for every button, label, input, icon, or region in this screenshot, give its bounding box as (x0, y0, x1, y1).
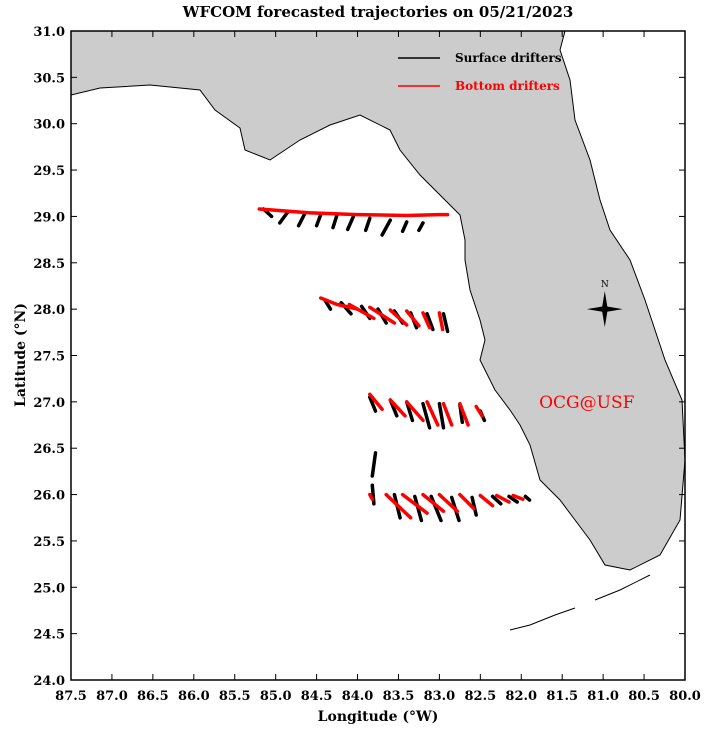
surface-drifter-track (523, 494, 532, 502)
bottom-drifter-track (437, 492, 460, 514)
y-axis-label: Latitude (°N) (13, 303, 29, 407)
x-tick-label: 84.0 (342, 689, 374, 704)
legend: Surface drifters Bottom drifters (398, 51, 562, 93)
bottom-drifter-track (318, 296, 360, 311)
y-tick-label: 29.5 (33, 164, 65, 179)
bottom-drifter-track (474, 404, 484, 418)
surface-drifter-track (370, 483, 376, 506)
x-tick-label: 87.5 (55, 689, 87, 704)
bottom-drifter-track (368, 305, 397, 325)
surface-drifter-track (490, 494, 503, 506)
bottom-drifter-track (458, 401, 470, 427)
surface-drifter-track (363, 216, 372, 233)
y-tick-label: 31.0 (33, 25, 65, 40)
florida-land (71, 31, 685, 571)
bottom-drifter-track (368, 492, 375, 501)
y-tick-label: 26.0 (33, 489, 65, 504)
compass-ew-needle (586, 306, 623, 313)
x-tick-label: 84.5 (301, 689, 333, 704)
y-axis: 24.0 24.5 25.0 25.5 26.0 26.5 27.0 27.5 28.0 28.5… (33, 25, 685, 689)
legend-label-bottom: Bottom drifters (455, 79, 560, 93)
surface-drifter-track (507, 494, 519, 504)
legend-label-surface: Surface drifters (455, 51, 562, 65)
bottom-drifter-track (425, 400, 440, 427)
x-tick-label: 87.0 (96, 689, 128, 704)
x-tick-label: 82.0 (505, 689, 537, 704)
bottom-drifter-track (404, 400, 425, 423)
compass-north-label: N (601, 280, 609, 290)
surface-drifter-track (296, 212, 307, 228)
surface-drifter-track (278, 210, 290, 225)
x-axis: 87.5 87.0 86.5 86.0 85.5 85.0 84.5 84.0 83.5 83.0… (55, 31, 701, 704)
bottom-drifter-track (437, 311, 445, 332)
x-tick-label: 85.0 (260, 689, 292, 704)
y-tick-label: 29.0 (33, 210, 65, 225)
bottom-drifter-track (257, 207, 450, 218)
y-tick-label: 30.5 (33, 71, 65, 86)
y-tick-label: 28.0 (33, 303, 65, 318)
surface-drifter-track (441, 312, 450, 334)
bottom-drifter-track (384, 492, 413, 520)
bottom-drifter-track (421, 311, 432, 330)
bottom-drifter-track (347, 302, 376, 321)
x-tick-label: 86.5 (137, 689, 169, 704)
x-tick-label: 80.5 (628, 689, 660, 704)
surface-drifter-track (417, 221, 425, 233)
surface-drifter-track (370, 451, 378, 478)
x-tick-label: 86.0 (178, 689, 210, 704)
y-tick-label: 25.5 (33, 535, 65, 550)
drifter-tracks (257, 207, 532, 523)
x-tick-label: 82.5 (464, 689, 496, 704)
x-tick-label: 85.5 (219, 689, 251, 704)
x-tick-label: 81.0 (587, 689, 619, 704)
bottom-drifter-track (388, 398, 407, 418)
surface-drifter-track (314, 212, 323, 228)
bottom-drifter-track (511, 493, 525, 501)
y-tick-label: 30.0 (33, 118, 65, 133)
bottom-drifter-track (400, 492, 429, 515)
y-tick-label: 24.0 (33, 674, 65, 689)
bottom-drifter-track (494, 493, 511, 504)
compass-rose: N (586, 280, 623, 328)
y-tick-label: 26.5 (33, 442, 65, 457)
bottom-drifter-track (458, 492, 476, 511)
x-tick-label: 83.5 (383, 689, 415, 704)
surface-drifter-track (380, 218, 393, 237)
x-tick-label: 81.5 (546, 689, 578, 704)
surface-drifter-track (425, 312, 435, 332)
x-tick-label: 80.0 (669, 689, 701, 704)
surface-drifter-track (368, 395, 378, 413)
surface-drifter-track (437, 401, 446, 430)
surface-drifter-track (470, 495, 478, 517)
x-tick-label: 83.0 (424, 689, 456, 704)
surface-drifter-track (331, 212, 339, 230)
y-tick-label: 25.0 (33, 581, 65, 596)
bottom-drifter-track (478, 493, 495, 508)
y-tick-label: 27.5 (33, 350, 65, 365)
bottom-drifter-track (388, 308, 409, 327)
chart-title: WFCOM forecasted trajectories on 05/21/2… (182, 3, 574, 21)
y-tick-label: 27.0 (33, 396, 65, 411)
florida-keys (509, 574, 651, 631)
surface-drifter-track (400, 220, 409, 234)
surface-drifter-track (421, 401, 432, 430)
x-axis-label: Longitude (°W) (318, 709, 439, 725)
y-tick-label: 24.5 (33, 628, 65, 643)
bottom-drifter-track (404, 309, 421, 328)
surface-drifter-track (345, 214, 356, 232)
bottom-drifter-track (441, 401, 454, 427)
y-tick-label: 28.5 (33, 257, 65, 272)
bottom-drifter-track (368, 392, 384, 412)
bottom-drifter-track (421, 492, 446, 514)
credit-annotation: OCG@USF (539, 393, 634, 413)
